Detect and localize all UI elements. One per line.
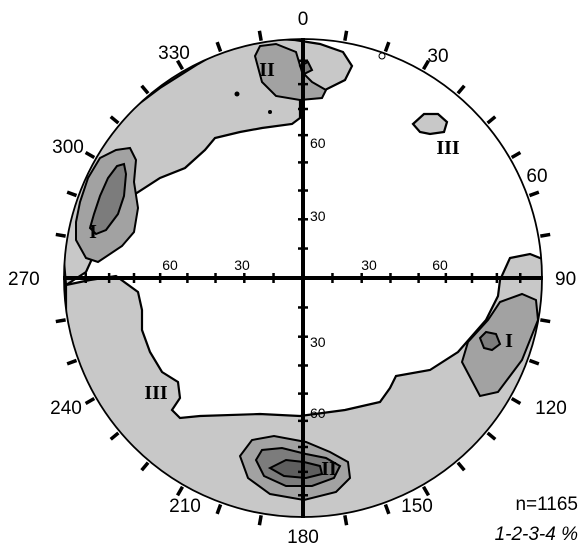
azimuth-label-210: 210 (169, 496, 201, 517)
azimuth-tick (109, 431, 120, 441)
azimuth-tick (175, 485, 185, 497)
azimuth-tick (215, 503, 223, 515)
contour-3-east-cluster (478, 330, 502, 352)
dip-label-north-30: 30 (310, 208, 326, 224)
azimuth-tick (456, 461, 466, 472)
azimuth-tick (257, 30, 263, 41)
azimuth-tick (343, 30, 349, 41)
azimuth-tick (421, 59, 431, 71)
azimuth-tick (383, 503, 391, 515)
azimuth-label-90: 90 (555, 269, 576, 290)
azimuth-tick (84, 150, 96, 160)
azimuth-label-240: 240 (50, 398, 82, 419)
cluster-label-i-east: I (505, 330, 513, 352)
azimuth-tick (66, 190, 78, 198)
azimuth-label-180: 180 (287, 527, 319, 547)
azimuth-tick (540, 232, 551, 238)
azimuth-tick (109, 115, 120, 125)
azimuth-tick (540, 318, 551, 324)
dip-label-west-60: 60 (162, 257, 178, 273)
azimuth-tick (510, 150, 522, 160)
azimuth-tick (140, 461, 150, 472)
azimuth-tick (456, 84, 466, 95)
contour-2-north-cluster (253, 42, 328, 102)
dip-label-west-30: 30 (234, 257, 250, 273)
azimuth-tick (140, 84, 150, 95)
azimuth-label-120: 120 (535, 398, 567, 419)
dip-label-east-30: 30 (361, 257, 377, 273)
dip-label-east-60: 60 (432, 257, 448, 273)
contour-4-south-cluster (267, 458, 324, 480)
azimuth-tick (55, 318, 66, 324)
cluster-label-ii-south: II (321, 458, 337, 480)
azimuth-tick (175, 59, 185, 71)
sample-count: n=1165 (515, 494, 578, 515)
contour-3-west-cluster (88, 162, 128, 236)
azimuth-tick (528, 358, 540, 366)
azimuth-tick (66, 358, 78, 366)
contour-1-south-band (64, 252, 542, 517)
azimuth-tick (383, 41, 391, 53)
azimuth-tick (486, 115, 497, 125)
azimuth-label-30: 30 (427, 46, 448, 67)
dip-label-north-60: 60 (310, 135, 326, 151)
azimuth-label-330: 330 (158, 43, 190, 64)
cluster-label-iii-northeast: III (436, 137, 460, 159)
azimuth-label-150: 150 (401, 496, 433, 517)
azimuth-ticks (55, 30, 551, 526)
contour-intervals: 1-2-3-4 % (495, 524, 579, 545)
dip-label-south-60: 60 (310, 405, 326, 421)
azimuth-tick (528, 190, 540, 198)
contour-1-northeast-patch (411, 112, 449, 136)
cluster-label-iii-southwest: III (144, 382, 168, 404)
azimuth-tick (421, 485, 431, 497)
cluster-labels: II III I I III II (89, 59, 513, 480)
cluster-label-i-west: I (89, 221, 97, 243)
azimuth-label-0: 0 (298, 9, 309, 30)
dip-ticks (84, 59, 522, 497)
dip-labels: 60 30 30 60 60 30 30 60 (162, 135, 448, 421)
density-contours (64, 39, 542, 517)
azimuth-tick (84, 396, 96, 406)
azimuth-label-60: 60 (526, 166, 547, 187)
azimuth-labels: 0 30 60 90 120 150 180 210 240 270 300 3… (8, 9, 576, 547)
azimuth-tick (486, 431, 497, 441)
azimuth-tick (55, 232, 66, 238)
azimuth-tick (343, 515, 349, 526)
azimuth-label-270: 270 (8, 269, 40, 290)
dip-label-south-30: 30 (310, 334, 326, 350)
azimuth-label-300: 300 (52, 137, 84, 158)
azimuth-tick (215, 41, 223, 53)
azimuth-tick (510, 396, 522, 406)
azimuth-tick (257, 515, 263, 526)
cluster-label-ii-north: II (259, 59, 275, 81)
